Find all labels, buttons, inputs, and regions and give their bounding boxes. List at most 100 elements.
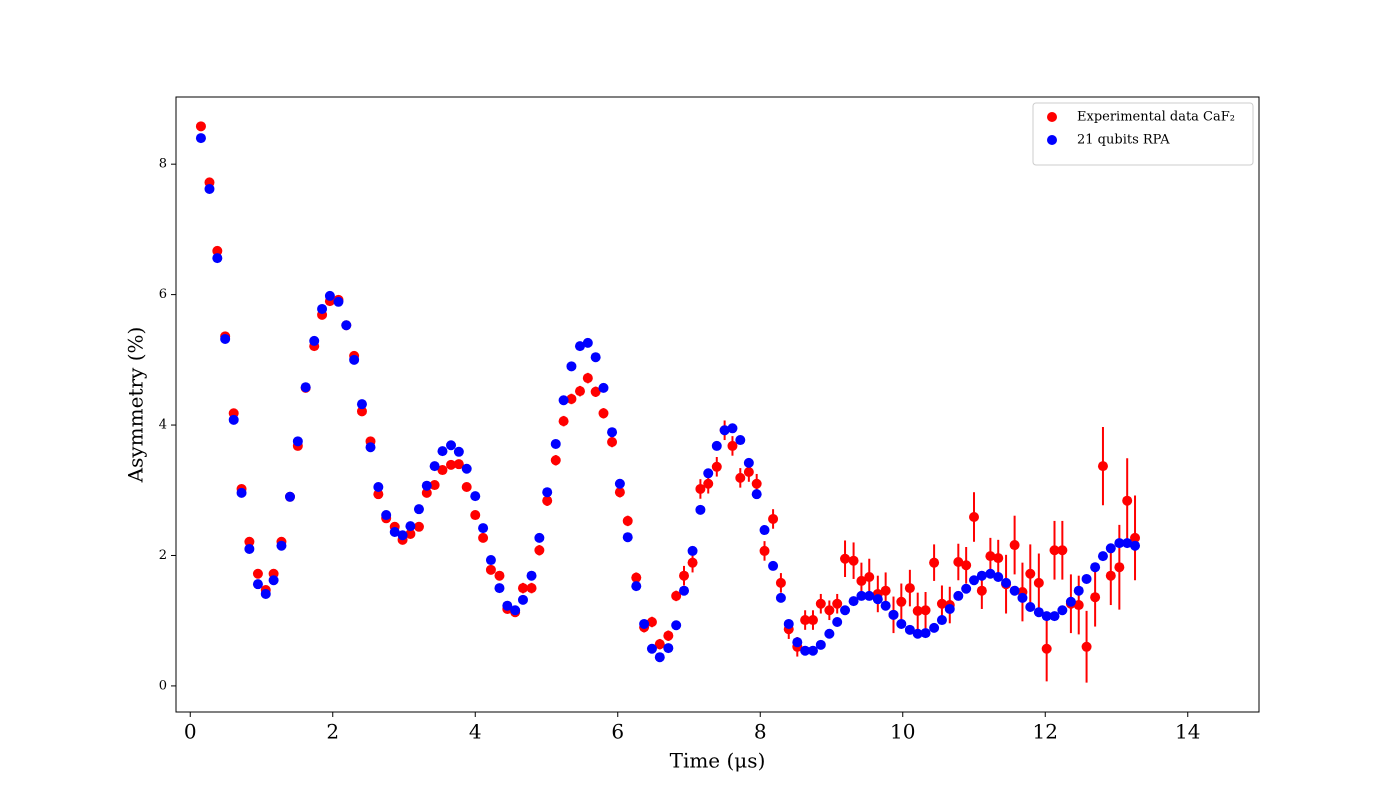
- data-point: [494, 583, 505, 594]
- data-point: [888, 609, 899, 620]
- data-point: [260, 588, 271, 599]
- data-point: [1041, 643, 1052, 654]
- data-point: [317, 303, 328, 314]
- data-point: [848, 555, 859, 566]
- data-point: [437, 465, 448, 476]
- data-point: [195, 133, 206, 144]
- data-point: [558, 395, 569, 406]
- data-point: [1114, 562, 1125, 573]
- data-point: [695, 504, 706, 515]
- data-point: [228, 414, 239, 425]
- data-point: [1033, 607, 1044, 618]
- data-point: [1122, 495, 1133, 506]
- data-point: [517, 583, 528, 594]
- data-point: [1097, 551, 1108, 562]
- data-point: [654, 652, 665, 663]
- data-point: [800, 645, 811, 656]
- data-point: [446, 440, 457, 451]
- data-point: [631, 572, 642, 583]
- data-point: [461, 482, 472, 492]
- data-point: [614, 478, 625, 489]
- data-point: [542, 487, 553, 498]
- y-tick-label: 2: [159, 548, 167, 563]
- data-point: [1033, 577, 1044, 588]
- data-point: [607, 427, 618, 438]
- data-point: [590, 386, 601, 397]
- data-point: [880, 585, 891, 596]
- data-point: [912, 605, 923, 616]
- data-point: [397, 530, 408, 541]
- data-point: [969, 512, 979, 522]
- data-point: [534, 532, 545, 543]
- data-point: [792, 637, 803, 648]
- data-point: [880, 600, 891, 611]
- data-point: [470, 510, 481, 521]
- x-axis-label: Time (μs): [670, 749, 766, 773]
- data-point: [953, 590, 964, 601]
- data-point: [542, 495, 553, 506]
- legend-label: 21 qubits RPA: [1077, 133, 1170, 148]
- data-point: [768, 560, 779, 571]
- x-tick-label: 6: [611, 720, 624, 744]
- data-point: [719, 425, 730, 436]
- y-axis-label: Asymmetry (%): [124, 327, 148, 484]
- data-point: [550, 455, 561, 466]
- data-point: [1073, 585, 1084, 596]
- data-point: [195, 121, 206, 132]
- data-point: [671, 620, 682, 631]
- data-point: [775, 592, 786, 603]
- data-point: [236, 487, 247, 498]
- data-point: [220, 333, 231, 344]
- data-point: [679, 570, 690, 581]
- data-point: [815, 598, 826, 609]
- data-point: [268, 575, 279, 586]
- data-point: [646, 617, 657, 627]
- x-tick-label: 4: [469, 720, 482, 744]
- data-point: [461, 463, 472, 474]
- data-point: [622, 515, 633, 526]
- data-point: [1017, 592, 1028, 603]
- data-point: [526, 570, 537, 581]
- legend-label: Experimental data CaF₂: [1077, 110, 1235, 125]
- data-point: [864, 572, 875, 582]
- data-point: [872, 594, 883, 605]
- data-point: [976, 570, 987, 581]
- data-point: [324, 290, 335, 301]
- data-point: [1081, 641, 1092, 652]
- data-point: [639, 618, 650, 629]
- data-point: [727, 440, 738, 451]
- data-point: [751, 489, 762, 500]
- data-point: [743, 457, 754, 468]
- data-point: [285, 491, 295, 502]
- data-point: [590, 352, 601, 363]
- data-point: [356, 406, 367, 417]
- data-point: [485, 564, 496, 575]
- data-point: [840, 605, 851, 616]
- data-point: [703, 478, 714, 489]
- data-point: [1057, 605, 1068, 616]
- data-point: [478, 523, 489, 534]
- data-point: [244, 543, 255, 554]
- data-point: [333, 296, 344, 307]
- data-point: [1114, 538, 1125, 549]
- data-point: [292, 436, 303, 447]
- data-point: [936, 598, 947, 609]
- data-point: [421, 480, 432, 491]
- data-point: [864, 590, 875, 601]
- data-point: [703, 468, 714, 479]
- data-point: [1001, 577, 1012, 588]
- data-point: [365, 442, 376, 453]
- data-point: [735, 472, 746, 483]
- data-point: [759, 525, 770, 536]
- data-point: [961, 560, 972, 571]
- data-point: [1041, 611, 1052, 622]
- data-point: [1073, 600, 1084, 611]
- data-point: [815, 639, 826, 650]
- data-point: [405, 521, 416, 532]
- data-point: [309, 335, 320, 346]
- data-point: [1090, 562, 1101, 573]
- data-point: [470, 491, 481, 502]
- data-point: [582, 337, 593, 348]
- y-tick-label: 4: [159, 418, 167, 433]
